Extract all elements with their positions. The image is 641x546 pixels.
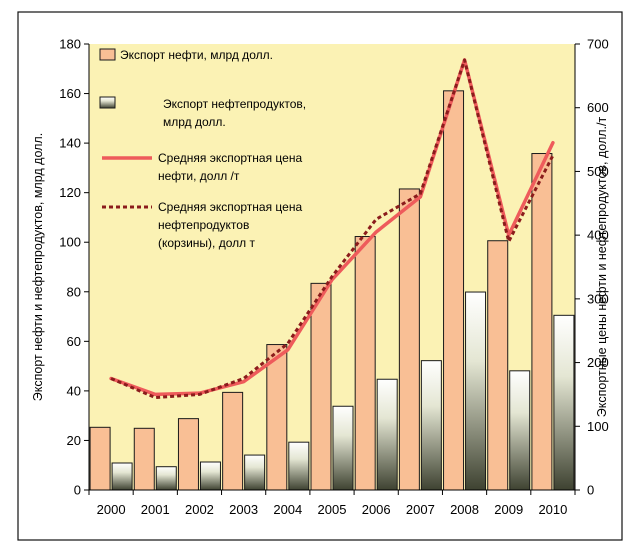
bar-products-export bbox=[288, 441, 310, 491]
axes-layer: 0 20 40 60 80 100 120 140 160 180 0 100 200 300 400 500… bbox=[31, 37, 609, 518]
y-left-tick-label: 40 bbox=[67, 383, 81, 398]
y-right-axis-title: Экспортные цены нефти и нефтепродуктов, … bbox=[595, 117, 609, 418]
x-tick-label: 2000 bbox=[97, 502, 126, 517]
bar-oil-export bbox=[354, 236, 376, 491]
y-right-tick-label: 300 bbox=[587, 291, 609, 306]
y-left-tick-label: 20 bbox=[67, 433, 81, 448]
y-right-tick-label: 700 bbox=[587, 37, 609, 52]
y-left-tick-label: 60 bbox=[67, 334, 81, 349]
bar-oil-export bbox=[177, 418, 199, 491]
bar-products-export bbox=[465, 291, 487, 491]
y-right-tick-label: 0 bbox=[587, 483, 594, 498]
lines-layer bbox=[109, 58, 555, 400]
legend-label: (корзины), долл т bbox=[158, 236, 255, 250]
line-products-price bbox=[110, 58, 555, 400]
y-right-tick-label: 600 bbox=[587, 100, 609, 115]
x-tick-label: 2006 bbox=[362, 502, 391, 517]
x-tick-label: 2002 bbox=[185, 502, 214, 517]
legend: Экспорт нефти, млрд долл. Экспорт нефтепр… bbox=[99, 48, 306, 250]
legend-label: млрд долл. bbox=[163, 115, 226, 129]
bar-products-export bbox=[376, 378, 398, 491]
bar-products-export bbox=[199, 461, 221, 491]
legend-label: Средняя экспортная цена bbox=[158, 151, 302, 165]
bar-oil-export bbox=[222, 391, 244, 491]
y-left-tick-label: 0 bbox=[74, 483, 81, 498]
legend-label: Средняя экспортная цена bbox=[158, 200, 302, 214]
bar-oil-export bbox=[487, 240, 509, 491]
bar-oil-export bbox=[531, 153, 553, 491]
bars-layer bbox=[89, 90, 575, 491]
bar-oil-export bbox=[310, 282, 332, 491]
x-tick-label: 2004 bbox=[273, 502, 302, 517]
y-right-tick-label: 100 bbox=[587, 419, 609, 434]
bar-products-export bbox=[244, 454, 266, 491]
y-left-tick-label: 120 bbox=[59, 185, 81, 200]
x-tick-label: 2003 bbox=[229, 502, 258, 517]
legend-swatch-oil-export bbox=[99, 48, 116, 61]
x-tick-label: 2007 bbox=[406, 502, 435, 517]
bar-oil-export bbox=[398, 188, 420, 491]
bar-products-export bbox=[420, 360, 442, 491]
y-left-tick-label: 100 bbox=[59, 235, 81, 250]
y-left-tick-label: 140 bbox=[59, 136, 81, 151]
legend-label: Экспорт нефти, млрд долл. bbox=[120, 48, 273, 62]
legend-label: нефти, долл /т bbox=[158, 169, 240, 183]
x-tick-label: 2005 bbox=[318, 502, 347, 517]
bar-products-export bbox=[332, 405, 354, 491]
y-right-tick-label: 500 bbox=[587, 164, 609, 179]
y-left-tick-label: 180 bbox=[59, 37, 81, 52]
y-left-axis-title: Экспорт нефти и нефтепродуктов, млрд дол… bbox=[31, 133, 45, 401]
bar-products-export bbox=[553, 314, 575, 491]
x-tick-label: 2008 bbox=[450, 502, 479, 517]
bar-oil-export bbox=[89, 426, 111, 491]
x-tick-label: 2010 bbox=[538, 502, 567, 517]
bar-products-export bbox=[509, 370, 531, 491]
legend-swatch-products-export bbox=[99, 96, 116, 109]
y-right-tick-label: 200 bbox=[587, 355, 609, 370]
y-left-tick-label: 80 bbox=[67, 284, 81, 299]
y-left-tick-label: 160 bbox=[59, 86, 81, 101]
x-tick-label: 2001 bbox=[141, 502, 170, 517]
bar-products-export bbox=[155, 466, 177, 491]
x-tick-label: 2009 bbox=[494, 502, 523, 517]
bar-oil-export bbox=[443, 90, 465, 491]
bar-oil-export bbox=[133, 427, 155, 491]
bar-oil-export bbox=[266, 344, 288, 491]
legend-label: Экспорт нефтепродуктов, bbox=[163, 97, 306, 111]
legend-label: нефтепродуктов bbox=[158, 218, 249, 232]
line-oil-price bbox=[109, 58, 555, 397]
y-right-tick-label: 400 bbox=[587, 228, 609, 243]
bar-products-export bbox=[111, 462, 133, 491]
